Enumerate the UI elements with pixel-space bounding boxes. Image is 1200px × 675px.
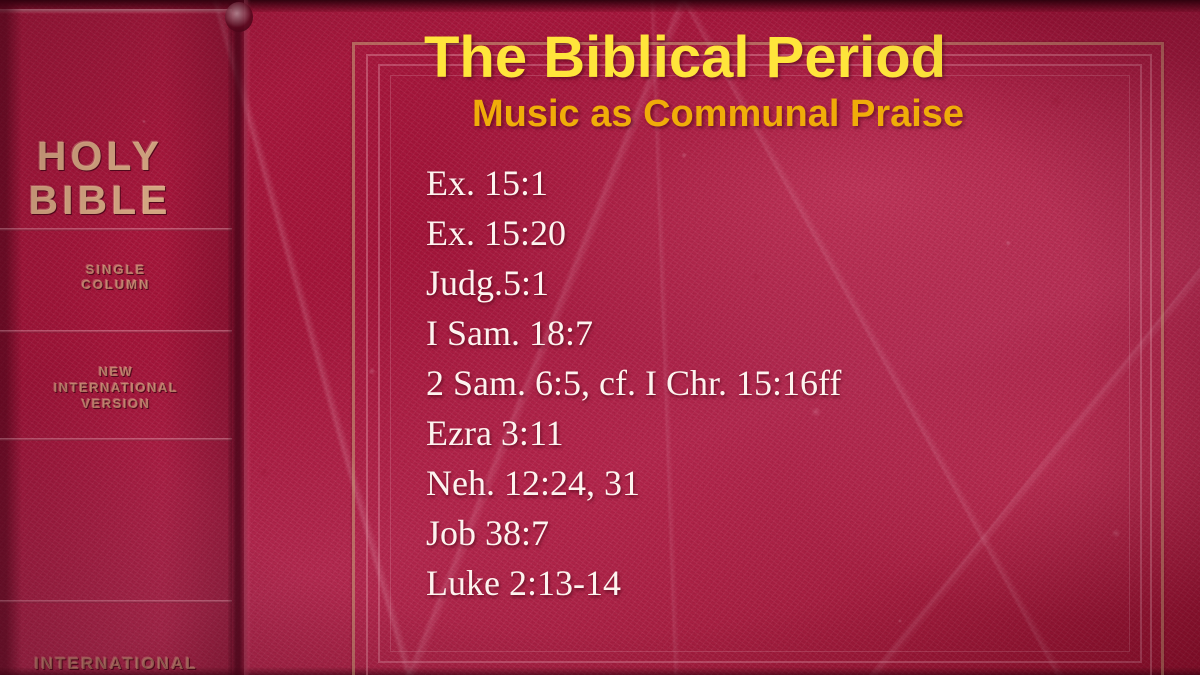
scripture-reference-list: Ex. 15:1 Ex. 15:20 Judg.5:1 I Sam. 18:7 … (426, 158, 1126, 608)
list-item: Luke 2:13-14 (426, 558, 1126, 608)
spine-edition-line-2: COLUMN (0, 277, 232, 292)
spine-divider-rule-2 (0, 330, 232, 333)
cover-frame-inner-line-2 (390, 75, 1130, 652)
spine-divider-rule-3 (0, 438, 232, 441)
cover-frame-middle-line (366, 54, 1152, 675)
spine-title-line-2: BIBLE (0, 178, 216, 222)
list-item: Ezra 3:11 (426, 408, 1126, 458)
cover-frame-inner-line (378, 64, 1142, 663)
list-item: Job 38:7 (426, 508, 1126, 558)
spine-divider-rule-1 (0, 228, 232, 231)
list-item: Judg.5:1 (426, 258, 1126, 308)
list-item: Ex. 15:20 (426, 208, 1126, 258)
spine-version-line-1: NEW (0, 364, 232, 380)
spine-head-cap (225, 2, 253, 32)
spine-edition-line-1: SINGLE (0, 262, 232, 277)
cover-frame-outer-line (352, 42, 1164, 675)
book-spine-panel: HOLY BIBLE SINGLE COLUMN NEW INTERNATION… (0, 0, 232, 675)
cover-bottom-edge-shadow (0, 667, 1200, 675)
slide-title: The Biblical Period (424, 27, 1154, 89)
slide-subtitle: Music as Communal Praise (472, 92, 1162, 136)
spine-version-label: NEW INTERNATIONAL VERSION (0, 364, 232, 412)
spine-title-line-1: HOLY (0, 134, 216, 178)
spine-hinge-highlight (244, 0, 251, 675)
list-item: Neh. 12:24, 31 (426, 458, 1126, 508)
cover-top-edge-shadow (0, 0, 1200, 12)
spine-version-line-3: VERSION (0, 396, 232, 412)
spine-version-line-2: INTERNATIONAL (0, 380, 232, 396)
list-item: 2 Sam. 6:5, cf. I Chr. 15:16ff (426, 358, 1126, 408)
list-item: I Sam. 18:7 (426, 308, 1126, 358)
spine-edition-label: SINGLE COLUMN (0, 262, 232, 292)
list-item: Ex. 15:1 (426, 158, 1126, 208)
spine-bottom-label: INTERNATIONAL (0, 654, 232, 674)
spine-divider-rule-4 (0, 600, 232, 603)
spine-hinge-groove (228, 0, 248, 675)
spine-title-holy-bible: HOLY BIBLE (0, 134, 216, 222)
